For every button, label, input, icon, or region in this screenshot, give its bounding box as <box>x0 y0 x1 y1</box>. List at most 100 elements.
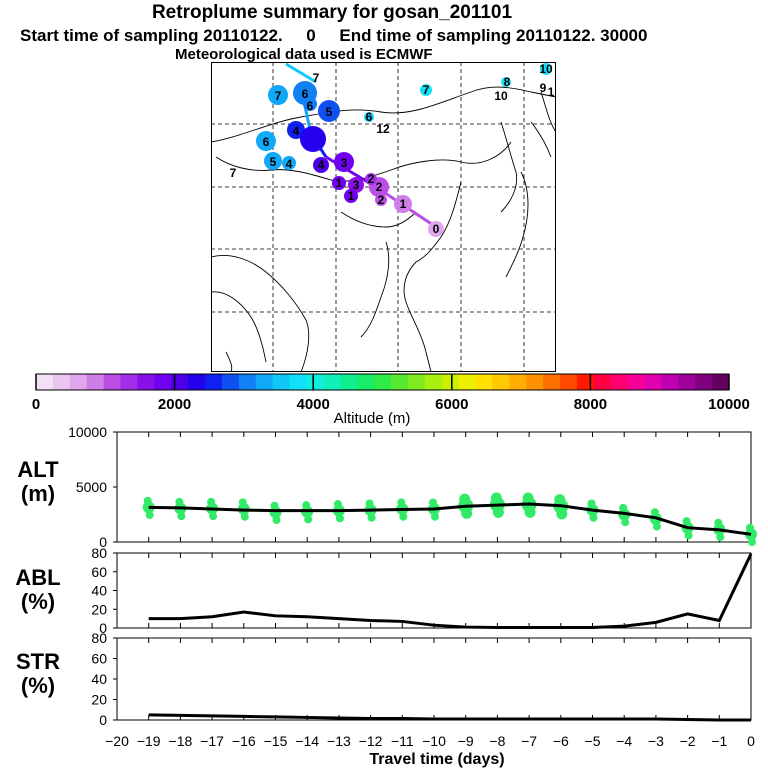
path-label: 6 <box>302 87 309 101</box>
path-label: 6 <box>307 99 314 113</box>
altitude-cluster-dot <box>240 512 249 521</box>
meteorological-data-note: Meteorological data used is ECMWF <box>175 46 433 63</box>
path-label: 5 <box>326 105 333 119</box>
cluster-circle <box>268 85 288 105</box>
cluster-circle <box>313 157 329 173</box>
y-tick-label: 60 <box>91 651 107 667</box>
series-line <box>148 713 751 722</box>
alt-panel-label: ALT (m) <box>8 458 68 506</box>
y-tick-label: 10000 <box>68 424 107 440</box>
colorbar-tick-label: 8000 <box>574 396 607 413</box>
abl-label-line2: (%) <box>20 589 56 614</box>
path-label: 7 <box>423 83 430 97</box>
x-tick-label: −17 <box>200 733 224 749</box>
altitude-cluster-dot <box>492 506 504 518</box>
altitude-cluster-dot <box>684 531 693 540</box>
colorbar-swatch <box>323 374 341 390</box>
x-tick-label: −16 <box>232 733 256 749</box>
path-label: 8 <box>504 75 511 89</box>
colorbar-swatch <box>36 374 54 390</box>
series-line <box>148 502 752 536</box>
colorbar-swatch <box>509 374 527 390</box>
colorbar-swatch <box>559 374 578 390</box>
colorbar-swatch <box>610 374 629 390</box>
path-label: 2 <box>378 193 385 207</box>
abl-panel-label: ABL (%) <box>8 566 68 614</box>
path-label: 2 <box>376 180 383 194</box>
path-label: 7 <box>313 71 320 85</box>
colorbar-swatch <box>712 374 730 390</box>
y-tick-label: 20 <box>91 601 107 617</box>
cluster-circle <box>334 152 354 172</box>
altitude-cluster-dot <box>621 518 630 527</box>
x-tick-label: −15 <box>264 733 288 749</box>
colorbar-swatch <box>593 374 612 390</box>
path-label: 7 <box>230 166 237 180</box>
colorbar-swatch <box>407 374 426 390</box>
y-tick-label: 0 <box>99 712 107 728</box>
cluster-circle <box>428 221 444 237</box>
path-label: 7 <box>275 89 282 103</box>
x-tick-label: −2 <box>680 733 696 749</box>
altitude-cluster-dot <box>335 514 344 523</box>
path-label: 4 <box>293 124 300 138</box>
path-label: 1 <box>400 197 407 211</box>
str-label-line2: (%) <box>20 673 56 698</box>
y-tick-label: 60 <box>91 564 107 580</box>
colorbar-swatch <box>171 374 189 390</box>
path-label: 1 <box>336 176 343 190</box>
colorbar-swatch <box>154 374 172 390</box>
end-time-label: End time of sampling 20110122. 30000 <box>339 26 648 45</box>
cluster-circle <box>287 121 305 139</box>
altitude-cluster-dot <box>177 512 186 521</box>
colorbar-swatch <box>627 374 645 390</box>
altitude-cluster-dot <box>145 511 154 520</box>
cluster-circle <box>540 63 552 75</box>
path-label: 4 <box>286 157 293 171</box>
colorbar-swatch <box>424 374 443 390</box>
colorbar-swatch <box>492 374 510 390</box>
x-tick-label: −7 <box>521 733 537 749</box>
path-label: 6 <box>263 135 270 149</box>
colorbar-swatch <box>103 374 122 390</box>
altitude-cluster-dot <box>652 522 661 531</box>
colorbar-swatch <box>255 374 274 390</box>
altitude-cluster-dot <box>556 508 568 520</box>
x-tick-label: −9 <box>458 733 474 749</box>
str-label-line1: STR <box>16 649 60 674</box>
altitude-cluster-dot <box>367 513 376 522</box>
cluster-circle <box>256 131 276 151</box>
altitude-colorbar: 0 2000 4000 6000 8000 10000 Altitude (m) <box>32 373 750 427</box>
cluster-circle <box>420 84 432 96</box>
colorbar-swatch <box>221 374 240 390</box>
colorbar-tick-label: 0 <box>32 396 40 413</box>
path-label: 5 <box>270 155 277 169</box>
colorbar-swatch <box>458 374 476 390</box>
alt-label-line1: ALT <box>17 457 59 482</box>
plume-clusters <box>256 63 552 237</box>
path-label: 3 <box>353 178 360 192</box>
colorbar-swatch <box>576 374 595 390</box>
colorbar-tick-label: 4000 <box>297 396 330 413</box>
altitude-cluster-dot <box>589 513 598 522</box>
path-label: 3 <box>341 156 348 170</box>
panel-frame <box>116 637 752 721</box>
colorbar-swatch <box>86 374 105 390</box>
cluster-circle <box>282 156 296 170</box>
str-panel-label: STR (%) <box>8 650 68 698</box>
colorbar-swatch <box>441 374 460 390</box>
colorbar-swatch <box>390 374 409 390</box>
retroplume-map: 7 6 6 7 6 5 4 5 6 4 7 7 4 3 3 2 2 2 1 1 … <box>211 62 556 372</box>
cluster-circle <box>394 195 412 213</box>
altitude-cluster-dot <box>431 512 439 521</box>
x-tick-label: −13 <box>327 733 351 749</box>
map-frame <box>211 62 556 372</box>
start-time-value: 0 <box>306 26 316 45</box>
colorbar-swatch <box>475 374 493 390</box>
path-label: 4 <box>318 158 325 172</box>
path-label: 1 <box>348 189 355 203</box>
path-label: 0 <box>433 222 440 236</box>
altitude-cluster-dot <box>272 516 281 524</box>
x-tick-label: −3 <box>648 733 664 749</box>
